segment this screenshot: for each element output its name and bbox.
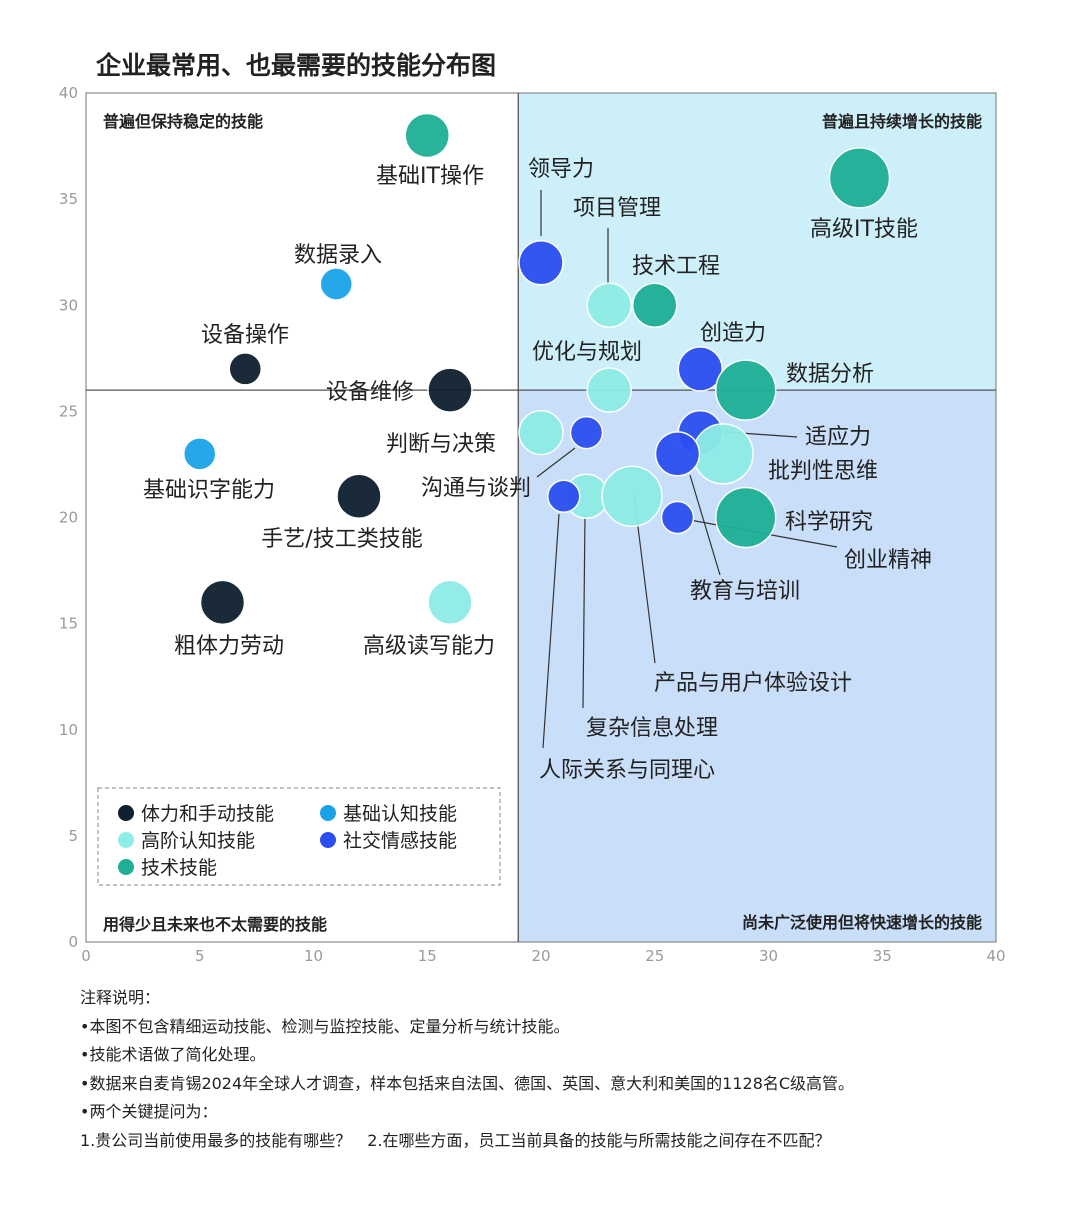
x-tick-label: 25	[645, 947, 664, 965]
leader-line	[542, 513, 560, 749]
legend-swatch	[118, 832, 134, 848]
data-point	[336, 473, 382, 520]
x-tick-label: 40	[986, 947, 1005, 965]
data-point	[547, 479, 581, 514]
point-label: 适应力	[805, 425, 871, 450]
point-label: 高级IT技能	[810, 217, 918, 242]
point-label: 创造力	[700, 321, 766, 346]
y-tick-label: 0	[68, 933, 78, 951]
data-point	[660, 500, 695, 535]
data-point	[319, 267, 353, 301]
y-tick-label: 10	[59, 721, 78, 739]
quadrant-label-top-right: 普遍且持续增长的技能	[822, 112, 982, 131]
note-line: •技能术语做了简化处理。	[80, 1045, 266, 1064]
legend-label: 基础认知技能	[343, 803, 457, 825]
point-label: 领导力	[528, 157, 594, 182]
legend-swatch	[320, 805, 336, 821]
chart-title: 企业最常用、也最需要的技能分布图	[96, 51, 497, 80]
y-tick-label: 30	[59, 296, 78, 314]
point-label: 创业精神	[844, 548, 932, 573]
note-line: •两个关键提问为：	[80, 1102, 218, 1121]
data-point	[692, 423, 754, 485]
note-line: •本图不包含精细运动技能、检测与监控技能、定量分析与统计技能。	[80, 1016, 570, 1036]
y-tick-label: 15	[59, 615, 78, 633]
quadrant-bottom-right-bg	[518, 390, 996, 942]
point-label: 产品与用户体验设计	[654, 671, 852, 696]
data-point	[228, 352, 262, 386]
legend-swatch	[118, 859, 134, 875]
x-tick-label: 15	[418, 947, 437, 965]
x-tick-label: 30	[759, 947, 778, 965]
quadrant-label-bottom-left: 用得少且未来也不太需要的技能	[103, 915, 327, 934]
point-label: 数据录入	[294, 243, 382, 268]
legend-label: 高阶认知技能	[141, 830, 255, 852]
point-label: 科学研究	[785, 510, 873, 535]
point-label: 基础识字能力	[143, 478, 275, 503]
plot-frame	[85, 92, 997, 943]
data-point	[586, 282, 632, 328]
data-point	[427, 367, 473, 413]
legend-swatch	[118, 805, 134, 821]
note-line: •数据来自麦肯锡2024年全球人才调查，样本包括来自法国、德国、英国、意大利和美…	[80, 1073, 855, 1093]
point-label: 粗体力劳动	[174, 634, 284, 659]
point-label: 项目管理	[573, 196, 661, 221]
x-tick-label: 5	[195, 947, 205, 965]
x-tick-label: 35	[873, 947, 892, 965]
notes-heading: 注释说明：	[80, 988, 161, 1007]
quadrant-label-bottom-right: 尚未广泛使用但将快速增长的技能	[742, 913, 982, 932]
quadrant-top-right-bg	[518, 93, 996, 391]
point-label: 判断与决策	[386, 432, 496, 457]
point-label: 基础IT操作	[376, 164, 484, 189]
data-point	[677, 346, 723, 392]
point-label: 设备维修	[326, 380, 414, 405]
data-point	[586, 367, 632, 413]
data-point	[715, 486, 777, 549]
legend-label: 体力和手动技能	[141, 803, 274, 825]
note-line: 1.贵公司当前使用最多的技能有哪些？ 2.在哪些方面，员工当前具备的技能与所需技…	[80, 1130, 831, 1150]
data-point	[569, 415, 604, 450]
x-tick-label: 20	[531, 947, 550, 965]
y-tick-label: 35	[59, 190, 78, 208]
point-label: 高级读写能力	[363, 634, 495, 659]
data-point	[715, 359, 777, 421]
data-point	[427, 579, 473, 626]
legend-frame	[97, 787, 501, 886]
data-point	[828, 147, 891, 209]
data-point	[654, 431, 701, 477]
data-point	[632, 282, 678, 328]
point-label: 教育与培训	[690, 579, 800, 604]
point-label: 复杂信息处理	[586, 716, 718, 741]
data-point	[199, 579, 246, 626]
legend-label: 技术技能	[141, 857, 217, 879]
y-tick-label: 25	[59, 402, 78, 420]
y-tick-label: 20	[59, 509, 78, 527]
data-point	[518, 240, 564, 286]
x-tick-label: 10	[304, 947, 323, 965]
point-label: 人际关系与同理心	[539, 758, 715, 783]
leader-line	[536, 447, 576, 478]
quadrant-label-top-left: 普遍但保持稳定的技能	[103, 112, 263, 131]
point-label: 设备操作	[201, 323, 289, 348]
y-tick-label: 40	[59, 84, 78, 102]
x-tick-label: 0	[81, 947, 91, 965]
leader-line	[582, 513, 586, 709]
point-label: 沟通与谈判	[421, 476, 531, 501]
data-point	[601, 465, 663, 528]
point-label: 数据分析	[786, 362, 874, 387]
data-point	[404, 112, 450, 159]
notes: 注释说明： •本图不包含精细运动技能、检测与监控技能、定量分析与统计技能。 •技…	[80, 984, 1040, 1155]
point-label: 手艺/技工类技能	[261, 527, 422, 552]
y-tick-label: 5	[68, 827, 78, 845]
skills-scatter-chart: 0 5 10 15 20 25 30 35 40 0 5 10 15 20 25 30 35 40 普遍但保持稳定…	[59, 84, 1006, 965]
data-point	[518, 409, 564, 456]
point-label: 技术工程	[632, 254, 720, 279]
leader-line	[689, 474, 721, 576]
data-point	[183, 437, 217, 471]
point-label: 优化与规划	[532, 340, 642, 365]
point-label: 批判性思维	[768, 459, 878, 484]
legend-label: 社交情感技能	[343, 830, 457, 852]
legend-swatch	[320, 832, 336, 848]
